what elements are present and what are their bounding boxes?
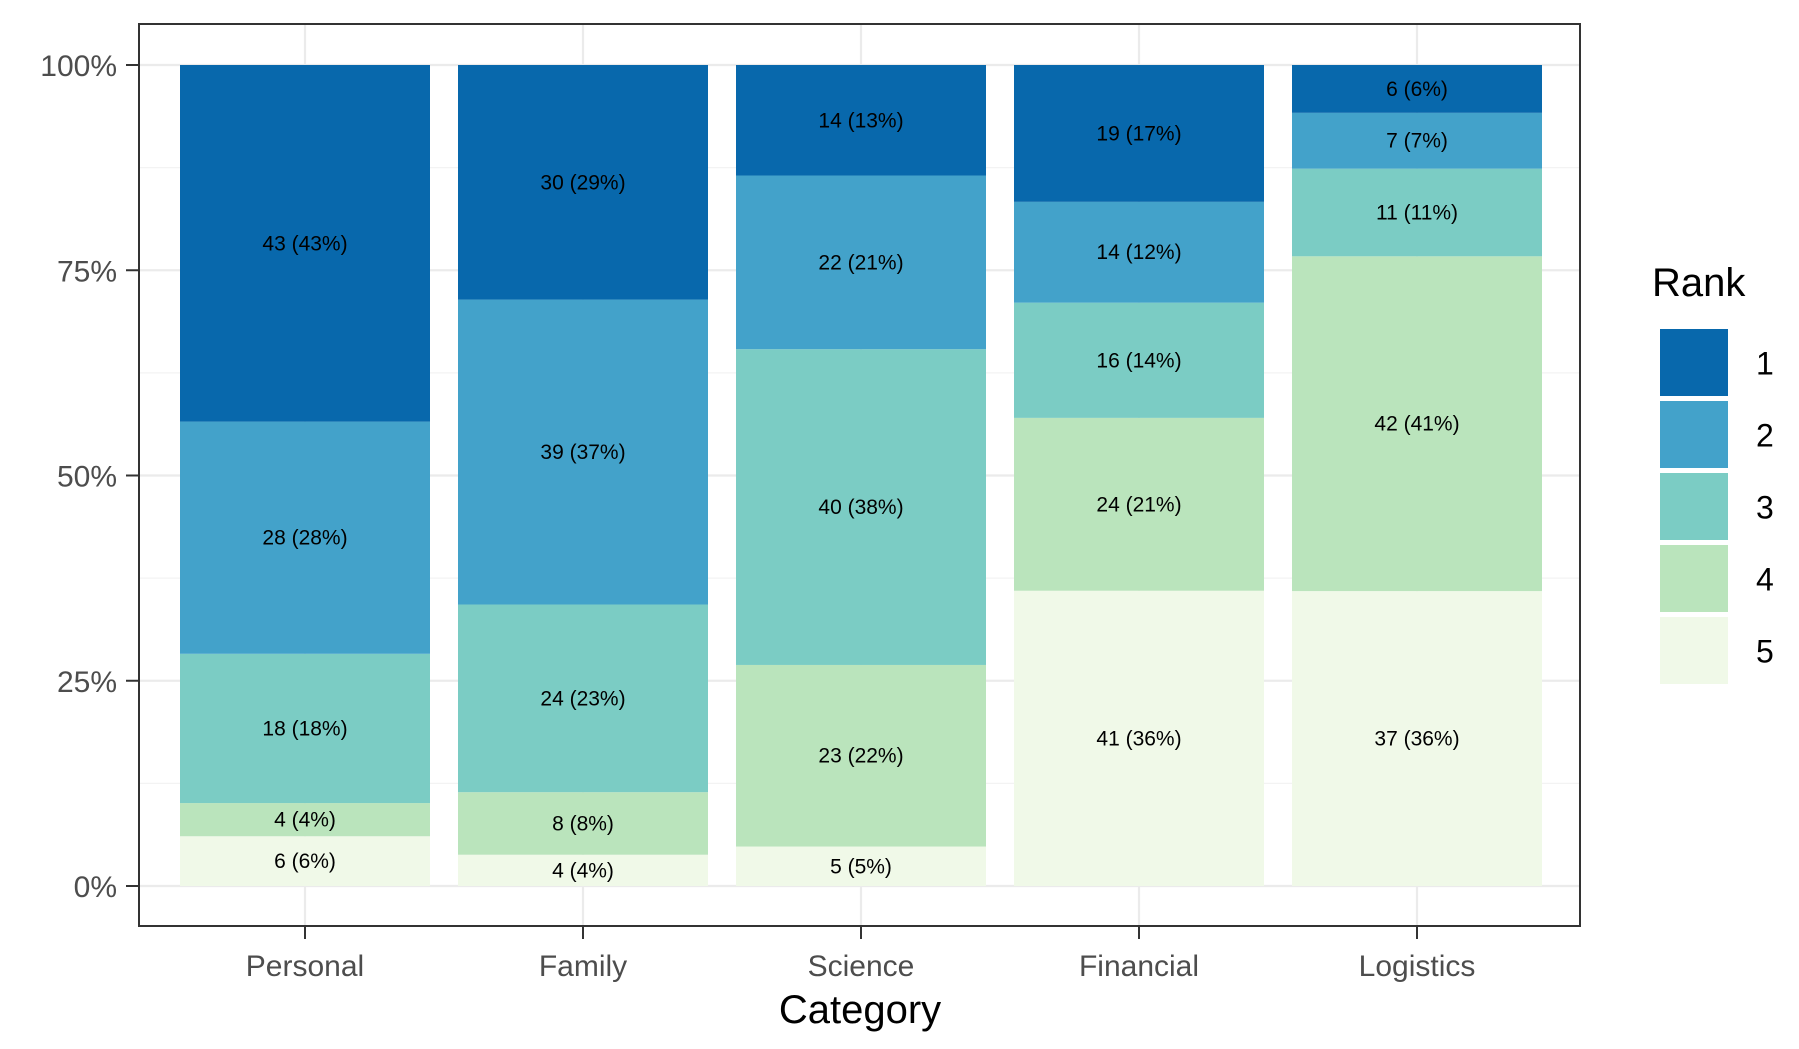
legend-label-rank-2: 2 (1756, 418, 1774, 454)
bar-segment-financial-rank-2 (1014, 201, 1264, 303)
y-tick-label: 100% (40, 50, 117, 83)
x-tick-label: Family (539, 950, 627, 983)
segment-label: 19 (17%) (1096, 122, 1181, 145)
bar-segment-logistics-rank-1 (1292, 65, 1542, 113)
bars (180, 65, 1542, 886)
bar-segment-science-rank-5 (736, 846, 986, 886)
bar-segment-logistics-rank-2 (1292, 112, 1542, 169)
legend-key-rank-5 (1660, 617, 1728, 684)
segment-label: 24 (21%) (1096, 493, 1181, 516)
segment-label: 18 (18%) (262, 717, 347, 740)
segment-label: 42 (41%) (1374, 413, 1459, 436)
x-tick-label: Personal (246, 950, 364, 983)
y-tick-label: 75% (57, 255, 117, 288)
segment-label: 28 (28%) (262, 527, 347, 550)
x-axis: Personal Family Science Financial Logistics (246, 926, 1476, 983)
legend-key-rank-1 (1660, 329, 1728, 396)
segment-label: 16 (14%) (1096, 349, 1181, 372)
bar-segment-financial-rank-4 (1014, 417, 1264, 591)
legend-title: Rank (1652, 261, 1746, 305)
legend-label-rank-4: 4 (1756, 562, 1774, 598)
bar-segment-personal-rank-3 (180, 653, 430, 804)
segment-label: 39 (37%) (540, 441, 625, 464)
x-tick-label: Science (808, 950, 915, 983)
segment-label: 14 (13%) (818, 109, 903, 132)
y-axis: 0% 25% 50% 75% 100% (40, 50, 139, 904)
segment-label: 8 (8%) (552, 812, 614, 835)
segment-label: 6 (6%) (274, 850, 336, 873)
y-tick-label: 25% (57, 666, 117, 699)
bar-segment-science-rank-2 (736, 175, 986, 350)
bar-segment-science-rank-4 (736, 664, 986, 847)
bar-segment-family-rank-3 (458, 604, 708, 793)
segment-label: 40 (38%) (818, 496, 903, 519)
bar-segment-family-rank-2 (458, 299, 708, 605)
bar-segment-financial-rank-3 (1014, 302, 1264, 418)
bar-segment-personal-rank-2 (180, 421, 430, 654)
x-axis-title: Category (779, 988, 941, 1032)
bar-segment-family-rank-1 (458, 65, 708, 300)
segment-label: 43 (43%) (262, 232, 347, 255)
bar-segment-personal-rank-5 (180, 836, 430, 886)
segment-label: 37 (36%) (1374, 728, 1459, 751)
segment-label: 41 (36%) (1096, 727, 1181, 750)
bar-segment-logistics-rank-5 (1292, 591, 1542, 886)
segment-label: 6 (6%) (1386, 78, 1448, 101)
segment-labels: 6 (6%) 4 (4%) 18 (18%) 28 (28%) 43 (43%) 4 (4… (262, 78, 1459, 882)
segment-label: 22 (21%) (818, 251, 903, 274)
legend: Rank 1 2 3 4 5 (1652, 261, 1774, 684)
bar-segment-logistics-rank-4 (1292, 256, 1542, 592)
segment-label: 24 (23%) (540, 687, 625, 710)
segment-label: 4 (4%) (552, 859, 614, 882)
legend-label-rank-3: 3 (1756, 490, 1774, 526)
segment-label: 5 (5%) (830, 855, 892, 878)
x-tick-label: Logistics (1359, 950, 1476, 983)
segment-label: 7 (7%) (1386, 130, 1448, 153)
y-tick-label: 50% (57, 461, 117, 494)
segment-label: 4 (4%) (274, 809, 336, 832)
bar-segment-family-rank-5 (458, 854, 708, 886)
bar-segment-family-rank-4 (458, 792, 708, 855)
bar-segment-science-rank-1 (736, 65, 986, 176)
bar-segment-science-rank-3 (736, 349, 986, 665)
legend-key-rank-3 (1660, 473, 1728, 540)
legend-label-rank-1: 1 (1756, 346, 1774, 382)
y-tick-label: 0% (74, 871, 117, 904)
legend-key-rank-4 (1660, 545, 1728, 612)
bar-segment-personal-rank-1 (180, 65, 430, 422)
segment-label: 23 (22%) (818, 745, 903, 768)
bar-segment-financial-rank-5 (1014, 590, 1264, 886)
legend-label-rank-5: 5 (1756, 634, 1774, 670)
segment-label: 30 (29%) (540, 171, 625, 194)
segment-label: 14 (12%) (1096, 241, 1181, 264)
bar-segment-logistics-rank-3 (1292, 168, 1542, 257)
bar-segment-financial-rank-1 (1014, 65, 1264, 202)
legend-key-rank-2 (1660, 401, 1728, 468)
bar-segment-personal-rank-4 (180, 803, 430, 837)
segment-label: 11 (11%) (1376, 201, 1458, 224)
x-tick-label: Financial (1079, 950, 1199, 983)
